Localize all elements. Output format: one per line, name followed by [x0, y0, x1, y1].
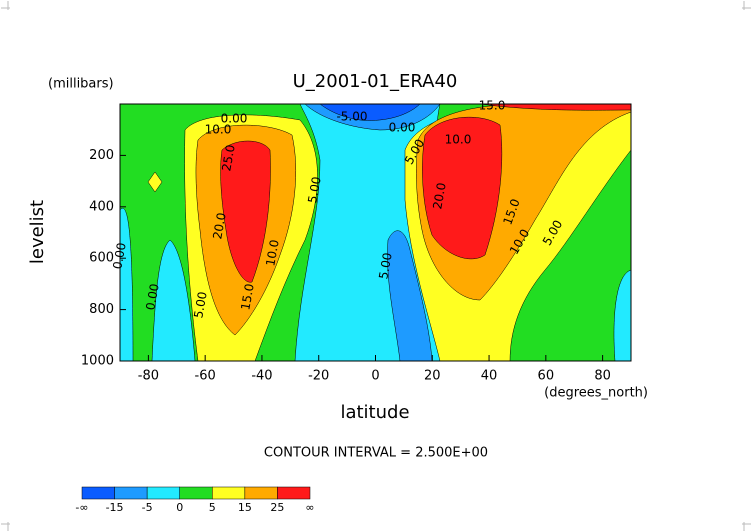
contour-label: 15.0 — [238, 283, 256, 312]
x-tick-label: 60 — [538, 369, 555, 384]
colorbar-swatch — [81, 486, 115, 500]
x-tick-label: 20 — [424, 369, 441, 384]
contour-fill — [220, 140, 271, 283]
chart-title: U_2001-01_ERA40 — [293, 71, 458, 92]
colorbar-label: -5 — [142, 501, 153, 514]
x-tick-label: -40 — [251, 369, 272, 384]
contour-label: 25.0 — [219, 144, 237, 173]
y-tick-label: 200 — [89, 148, 114, 163]
colorbar-label: -∞ — [75, 501, 88, 514]
colorbar-swatch — [212, 486, 246, 500]
y-units: (millibars) — [48, 77, 114, 92]
contour-label: 0.00 — [389, 121, 416, 135]
contour-label: 5.00 — [191, 291, 209, 320]
x-tick-label: 0 — [371, 369, 379, 384]
contour-label: -5.00 — [336, 110, 367, 124]
x-axis-label: latitude — [340, 402, 409, 423]
contour-fill — [151, 239, 196, 361]
y-tick-label: 600 — [89, 251, 114, 266]
colorbar-swatch — [146, 486, 180, 500]
contour-label: 10.0 — [445, 133, 472, 147]
contour-label: 5.00 — [376, 252, 394, 281]
subtitle: CONTOUR INTERVAL = 2.500E+00 — [264, 446, 488, 461]
contour-label: 0.00 — [110, 242, 128, 271]
colorbar-swatch — [114, 486, 148, 500]
x-tick-label: 40 — [481, 369, 498, 384]
colorbar-swatch — [179, 486, 213, 500]
colorbar-label: 0 — [176, 501, 183, 514]
contour-label: 10.0 — [205, 123, 232, 137]
contour-fill — [147, 171, 163, 193]
contour-fill — [422, 116, 503, 260]
y-tick-label: 1000 — [81, 354, 114, 369]
y-tick-label: 800 — [89, 302, 114, 317]
contour-fill — [387, 230, 433, 361]
contour-field — [120, 104, 631, 361]
colorbar-label: -15 — [106, 501, 124, 514]
contour-label: 0.00 — [143, 283, 161, 312]
colorbar-label: ∞ — [305, 501, 314, 514]
contour-label: 10.0 — [263, 239, 281, 268]
y-axis-label: levelist — [27, 200, 48, 264]
x-tick-label: -60 — [195, 369, 216, 384]
y-tick-label: 400 — [89, 199, 114, 214]
x-tick-label: 80 — [594, 369, 611, 384]
contour-label: 20.0 — [210, 212, 228, 241]
colorbar-swatch — [277, 486, 311, 500]
contour-fill — [319, 104, 421, 121]
contour-label: 20.0 — [430, 182, 448, 211]
x-units: (degrees_north) — [544, 386, 648, 401]
contour-label: 5.00 — [305, 176, 323, 205]
colorbar-label: 5 — [209, 501, 216, 514]
x-tick-label: -80 — [138, 369, 159, 384]
colorbar-swatch — [244, 486, 278, 500]
colorbar-label: 15 — [238, 501, 252, 514]
contour-label: 0.00 — [221, 112, 248, 126]
contour-label: 15.0 — [479, 99, 506, 113]
x-tick-label: -20 — [308, 369, 329, 384]
colorbar-label: 25 — [270, 501, 284, 514]
